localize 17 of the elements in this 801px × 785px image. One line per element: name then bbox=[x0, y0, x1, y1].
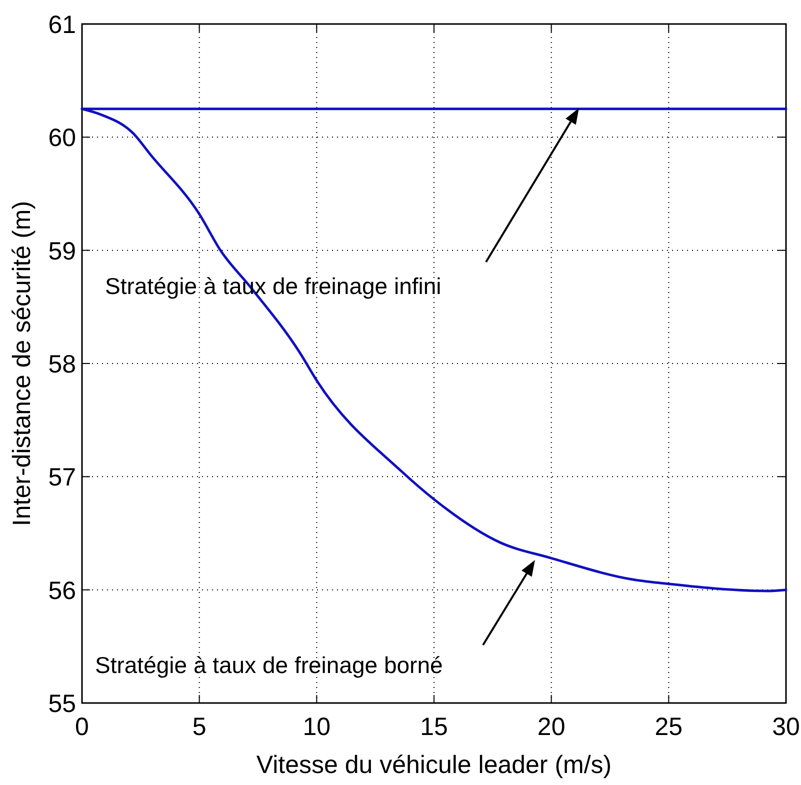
y-tick-label: 55 bbox=[48, 690, 76, 718]
y-tick-label: 58 bbox=[48, 350, 76, 378]
x-tick-label: 25 bbox=[654, 713, 683, 741]
y-tick-label: 60 bbox=[48, 124, 76, 152]
x-tick-label: 30 bbox=[772, 713, 800, 741]
x-tick-label: 20 bbox=[537, 713, 566, 741]
y-tick-label: 59 bbox=[48, 237, 76, 266]
y-tick-label: 61 bbox=[48, 11, 76, 39]
x-tick-label: 15 bbox=[420, 713, 448, 741]
y-tick-label: 57 bbox=[48, 464, 76, 492]
y-axis-title: Inter-distance de sécurité (m) bbox=[8, 200, 36, 526]
y-tick-label: 56 bbox=[48, 576, 76, 605]
annotation: Stratégie à taux de freinage borné bbox=[95, 652, 443, 678]
x-tick-label: 0 bbox=[75, 713, 89, 741]
x-tick-label: 5 bbox=[192, 713, 206, 741]
x-tick-label: 10 bbox=[302, 713, 331, 741]
x-axis-title: Vitesse du véhicule leader (m/s) bbox=[256, 751, 612, 779]
